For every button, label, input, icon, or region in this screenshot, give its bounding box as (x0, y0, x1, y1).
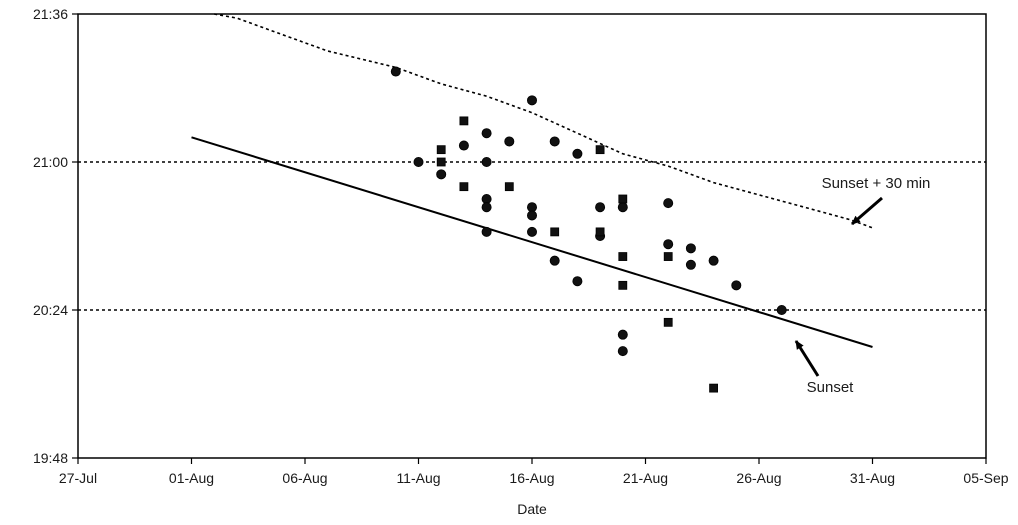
point-circle (527, 95, 538, 106)
point-circle (595, 202, 606, 213)
point-square (550, 227, 560, 237)
annotation-sunset-plus-30: Sunset + 30 min (822, 175, 931, 192)
point-circle (481, 202, 492, 213)
sunset-plus-30-line (214, 13, 873, 229)
annotation-sunset: Sunset (807, 379, 855, 396)
x-tick-label: 01-Aug (169, 470, 214, 486)
point-circle (481, 128, 492, 139)
point-circle (572, 148, 583, 159)
point-circle (481, 156, 492, 167)
point-circle (527, 210, 538, 221)
point-circle (708, 255, 719, 266)
point-circle (458, 140, 469, 151)
point-circle (776, 304, 787, 315)
point-square (663, 252, 673, 261)
point-square (436, 157, 446, 167)
y-tick-label: 21:00 (33, 154, 68, 170)
point-circle (549, 136, 560, 147)
grid-lines (78, 161, 986, 311)
point-circle (663, 198, 674, 209)
x-tick-label: 21-Aug (623, 470, 668, 486)
point-circle (685, 243, 696, 254)
x-tick-label: 16-Aug (509, 470, 554, 486)
point-circle (685, 259, 696, 270)
annotation-arrow (851, 196, 883, 226)
point-square (709, 383, 718, 393)
point-circle (617, 346, 628, 357)
x-axis-title: Date (517, 501, 547, 517)
point-square (459, 182, 469, 192)
point-circle (572, 276, 583, 287)
reference-lines (191, 13, 873, 348)
point-circle (481, 193, 492, 204)
data-points (390, 66, 787, 393)
point-circle (481, 226, 492, 237)
point-square (595, 145, 605, 155)
annotations: Sunset + 30 min Sunset (794, 175, 931, 396)
point-circle (617, 202, 628, 213)
point-square (504, 182, 514, 192)
x-axis: 27-Jul 01-Aug 06-Aug 11-Aug 16-Aug 21-Aug 26-A… (59, 458, 1009, 486)
point-circle (413, 156, 424, 167)
x-tick-label: 05-Sep (963, 470, 1008, 486)
y-tick-label: 21:36 (33, 6, 68, 22)
point-circle (731, 280, 742, 291)
point-circle (504, 136, 515, 147)
point-circle (436, 169, 447, 180)
annotation-arrow (794, 340, 820, 377)
point-circle (663, 239, 674, 250)
point-circle (549, 255, 560, 266)
y-axis: 19:48 20:24 21:00 21:36 (33, 6, 78, 466)
point-circle (617, 329, 628, 340)
point-circle (527, 202, 538, 213)
point-circle (390, 66, 401, 77)
x-tick-label: 11-Aug (396, 470, 440, 486)
point-square (436, 145, 446, 155)
y-tick-label: 20:24 (33, 302, 68, 318)
sunset-line (191, 136, 873, 348)
x-tick-label: 31-Aug (850, 470, 895, 486)
point-circle (527, 226, 538, 237)
y-tick-label: 19:48 (33, 450, 68, 466)
x-tick-label: 06-Aug (282, 470, 327, 486)
point-square (459, 116, 469, 126)
point-square (663, 317, 673, 327)
point-square (618, 280, 628, 290)
x-tick-label: 26-Aug (736, 470, 781, 486)
point-square (618, 194, 628, 204)
x-tick-label: 27-Jul (59, 470, 97, 486)
point-square (618, 252, 628, 261)
point-square (595, 227, 605, 237)
